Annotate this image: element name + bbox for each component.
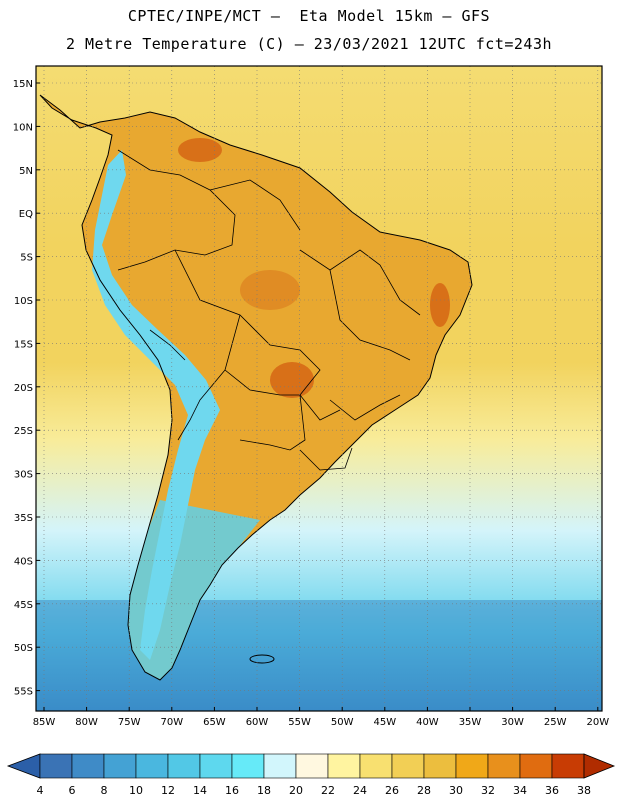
colorbar-swatch (167, 753, 201, 779)
colorbar-label: 36 (545, 784, 559, 797)
lat-label: 10N (13, 122, 33, 133)
lon-label: 35W (459, 717, 482, 728)
lat-label: EQ (19, 209, 33, 220)
colorbar-low-arrow (6, 753, 41, 779)
lon-label: 55W (288, 717, 311, 728)
colorbar-label: 32 (481, 784, 495, 797)
polar-ocean-band (36, 600, 602, 711)
colorbar-high-arrow (583, 753, 616, 779)
lon-label: 75W (118, 717, 141, 728)
colorbar-label: 34 (513, 784, 527, 797)
colorbar-swatch (359, 753, 393, 779)
lat-label: 25S (14, 426, 33, 437)
colorbar-label: 4 (37, 784, 44, 797)
latitude-labels: 15N 10N 5N EQ 5S 10S 15S 20S 25S 30S 35S 40S 45S 50S 5… (13, 79, 33, 698)
colorbar-swatch (135, 753, 169, 779)
lon-label: 25W (544, 717, 567, 728)
colorbar-swatch (39, 753, 73, 779)
lon-label: 50W (331, 717, 354, 728)
lat-label: 30S (14, 470, 33, 481)
lat-label: 15S (14, 339, 33, 350)
lat-label: 20S (14, 383, 33, 394)
colorbar-label: 20 (289, 784, 303, 797)
colorbar-swatch (103, 753, 137, 779)
hotspot-chaco (270, 362, 314, 398)
lon-label: 30W (501, 717, 524, 728)
colorbar-swatch (519, 753, 553, 779)
lon-label: 80W (75, 717, 98, 728)
colorbar-label: 10 (129, 784, 143, 797)
graticule (36, 66, 602, 711)
lat-label: 5S (20, 253, 33, 264)
lat-label: 40S (14, 556, 33, 567)
colorbar-swatch (327, 753, 361, 779)
colorbar-label: 6 (69, 784, 76, 797)
colorbar-swatch (263, 753, 297, 779)
map-frame (35, 65, 603, 712)
country-borders (117, 149, 421, 471)
hotspot-venezuela (178, 138, 222, 162)
colorbar-swatch (71, 753, 105, 779)
lon-label: 40W (416, 717, 439, 728)
map-field (36, 66, 602, 711)
lat-label: 15N (13, 79, 33, 90)
hotspot-interior (240, 270, 300, 310)
lon-label: 60W (246, 717, 269, 728)
map-title-line2: 2 Metre Temperature (C) – 23/03/2021 12U… (65, 35, 553, 53)
colorbar-label: 8 (101, 784, 108, 797)
colorbar-label: 22 (321, 784, 335, 797)
lat-label: 5N (19, 166, 33, 177)
coastline (39, 94, 473, 681)
colorbar-swatch (295, 753, 329, 779)
colorbar-label: 16 (225, 784, 239, 797)
longitude-labels: 85W 80W 75W 70W 65W 60W 55W 50W 45W 40W 35W 30W 25W 2… (33, 717, 610, 728)
hotspot-northeast (430, 283, 450, 327)
colorbar-swatch (391, 753, 425, 779)
colorbar-label: 28 (417, 784, 431, 797)
lat-label: 45S (14, 600, 33, 611)
colorbar-swatch (423, 753, 457, 779)
map-title-line1: CPTEC/INPE/MCT – Eta Model 15km – GFS (127, 7, 491, 25)
colorbar-label: 24 (353, 784, 367, 797)
colorbar-swatch (199, 753, 233, 779)
colorbar-swatch (551, 753, 585, 779)
lon-label: 85W (33, 717, 56, 728)
andes-cold-strip (92, 150, 220, 660)
colorbar-label: 14 (193, 784, 207, 797)
lat-label: 55S (14, 687, 33, 698)
lat-label: 10S (14, 296, 33, 307)
colorbar-swatch (455, 753, 489, 779)
colorbar-label: 26 (385, 784, 399, 797)
colorbar: 4 6 8 10 12 14 16 18 20 22 24 26 28 30 32 34 36 38 (6, 753, 616, 797)
colorbar-label: 12 (161, 784, 175, 797)
colorbar-swatch (487, 753, 521, 779)
colorbar-label: 38 (577, 784, 591, 797)
lon-label: 45W (373, 717, 396, 728)
lon-label: 70W (160, 717, 183, 728)
lon-label: 20W (586, 717, 609, 728)
falkland-islands (249, 654, 275, 664)
colorbar-label: 30 (449, 784, 463, 797)
lon-label: 65W (203, 717, 226, 728)
lat-label: 35S (14, 513, 33, 524)
colorbar-swatch (231, 753, 265, 779)
lat-label: 50S (14, 643, 33, 654)
colorbar-label: 18 (257, 784, 271, 797)
